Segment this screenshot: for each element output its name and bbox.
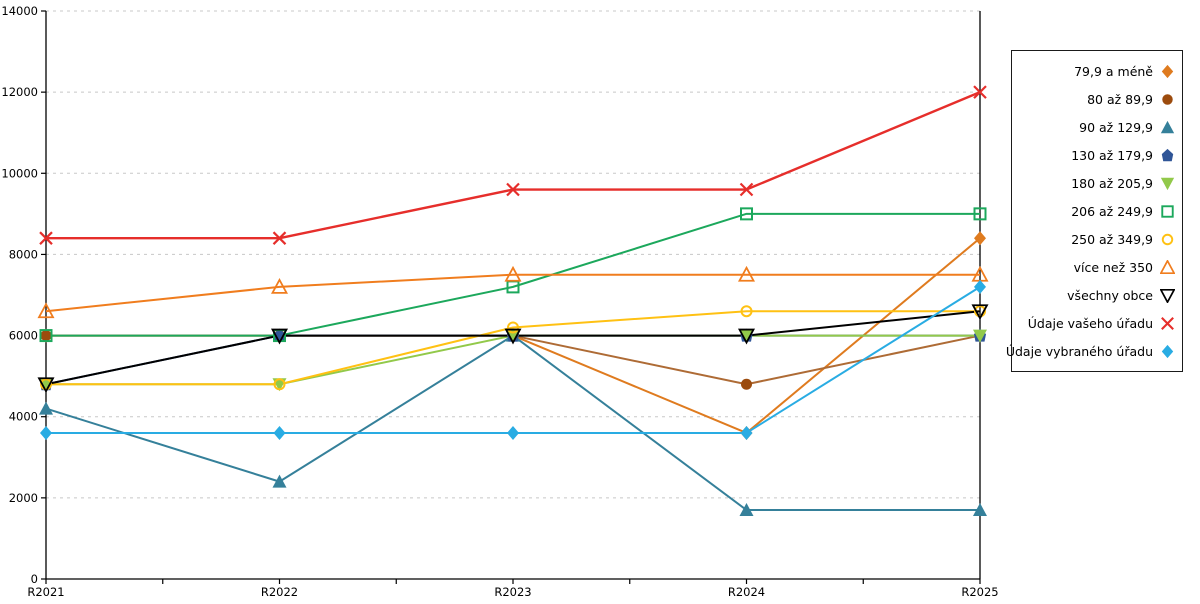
series-markers [39,329,987,392]
legend-item-label: 206 až 249,9 [1071,203,1153,219]
y-tick-label: 12000 [1,85,38,99]
y-tick-label: 4000 [9,410,38,424]
x-legend-icon [1161,316,1174,330]
legend-item: Údaje vybraného úřadu [1006,340,1182,362]
y-tick-label: 0 [31,572,38,586]
chart-legend: 79,9 a méně 80 až 89,9 90 až 129,9 130 až 1… [1006,50,1183,372]
y-tick-label: 8000 [9,247,38,261]
diamond-filled-legend-icon [1161,344,1174,358]
circle-filled-legend-icon [1162,93,1173,105]
legend-item: Údaje vašeho úřadu [1012,312,1182,334]
legend-item: 90 až 129,9 [1012,116,1182,138]
legend-item-label: 180 až 205,9 [1071,175,1153,191]
legend-item-label: Údaje vašeho úřadu [1027,315,1153,331]
x-tick-label: R2024 [728,585,765,599]
series-markers [39,85,987,245]
legend-item: všechny obce [1012,284,1182,306]
y-tick-label: 10000 [1,166,38,180]
legend-item: 130 až 179,9 [1012,144,1182,166]
circle-open-legend-icon [1161,233,1174,245]
series-markers [40,305,986,391]
square-open-legend-icon [1161,204,1174,218]
legend-item-label: více než 350 [1073,259,1153,275]
series-line [46,310,980,386]
y-tick-label: 2000 [9,491,38,505]
legend-item: 180 až 205,9 [1012,172,1182,194]
legend-item-label: 250 až 349,9 [1071,231,1153,247]
x-tick-label: R2022 [261,585,298,599]
diamond-filled-legend-icon [1161,64,1174,78]
x-tick-label: R2023 [494,585,531,599]
legend-item: 80 až 89,9 [1012,88,1182,110]
legend-item-label: 80 až 89,9 [1087,91,1153,107]
series-line [45,334,980,512]
legend-item-label: 130 až 179,9 [1071,147,1153,163]
legend-item: 250 až 349,9 [1012,228,1182,250]
y-tick-label: 14000 [1,4,38,18]
triangle-down-filled-legend-icon [1160,177,1175,190]
series-markers [37,304,989,394]
x-tick-label: R2021 [27,585,64,599]
series-line [45,273,980,313]
legend-item: 79,9 a méně [1012,60,1182,82]
legend-item: 206 až 249,9 [1012,200,1182,222]
x-tick-label: R2025 [961,585,998,599]
pentagon-filled-legend-icon [1161,148,1174,161]
y-tick-label: 6000 [9,329,38,343]
triangle-up-open-legend-icon [1160,259,1175,274]
series-line [46,91,981,240]
series-line [46,286,981,434]
triangle-up-filled-legend-icon [1160,120,1175,133]
series-markers [40,279,986,440]
legend-item: více než 350 [1012,256,1182,278]
series-line [46,212,980,337]
triangle-down-open-legend-icon [1160,288,1175,303]
legend-item-label: 90 až 129,9 [1079,119,1153,135]
legend-item-label: Údaje vybraného úřadu [1005,343,1153,359]
legend-item-label: 79,9 a méně [1074,63,1153,79]
legend-item-label: všechny obce [1067,287,1153,303]
